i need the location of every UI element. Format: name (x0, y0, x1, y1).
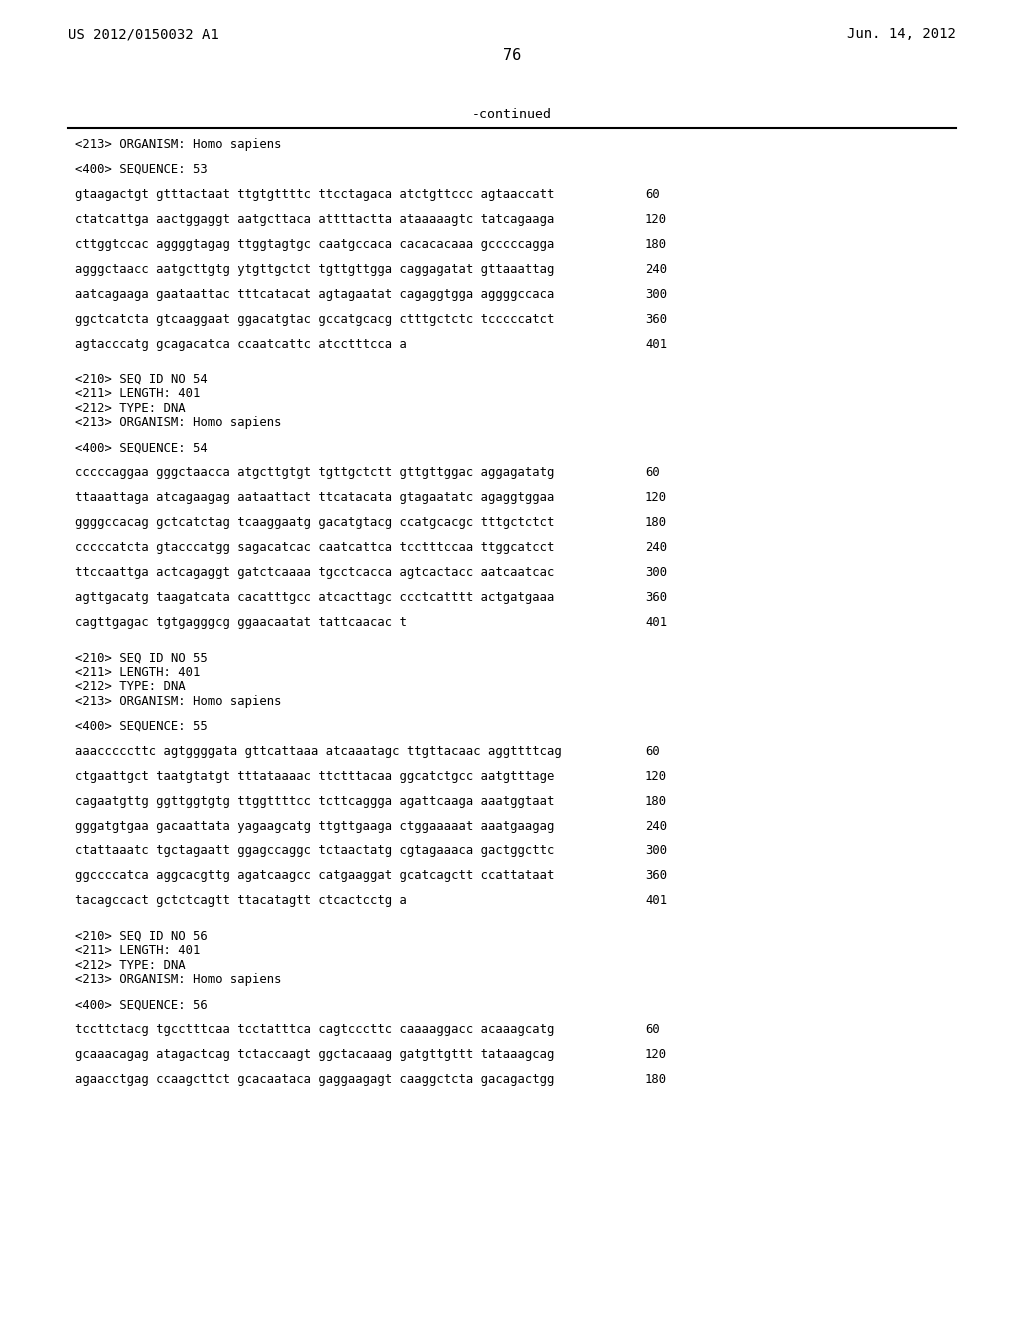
Text: 360: 360 (645, 870, 667, 882)
Text: 180: 180 (645, 1073, 667, 1086)
Text: 120: 120 (645, 491, 667, 504)
Text: 60: 60 (645, 744, 659, 758)
Text: <210> SEQ ID NO 55: <210> SEQ ID NO 55 (75, 651, 208, 664)
Text: 60: 60 (645, 1023, 659, 1036)
Text: gtaagactgt gtttactaat ttgtgttttc ttcctagaca atctgttccc agtaaccatt: gtaagactgt gtttactaat ttgtgttttc ttcctag… (75, 187, 554, 201)
Text: 360: 360 (645, 591, 667, 605)
Text: <212> TYPE: DNA: <212> TYPE: DNA (75, 401, 185, 414)
Text: aaacccccttc agtggggata gttcattaaa atcaaatagc ttgttacaac aggttttcag: aaacccccttc agtggggata gttcattaaa atcaaa… (75, 744, 562, 758)
Text: agttgacatg taagatcata cacatttgcc atcacttagc ccctcatttt actgatgaaa: agttgacatg taagatcata cacatttgcc atcactt… (75, 591, 554, 605)
Text: 180: 180 (645, 795, 667, 808)
Text: 120: 120 (645, 770, 667, 783)
Text: tccttctacg tgcctttcaa tcctatttca cagtcccttc caaaaggacc acaaagcatg: tccttctacg tgcctttcaa tcctatttca cagtccc… (75, 1023, 554, 1036)
Text: <213> ORGANISM: Homo sapiens: <213> ORGANISM: Homo sapiens (75, 416, 282, 429)
Text: 401: 401 (645, 338, 667, 351)
Text: 180: 180 (645, 516, 667, 529)
Text: ggccccatca aggcacgttg agatcaagcc catgaaggat gcatcagctt ccattataat: ggccccatca aggcacgttg agatcaagcc catgaag… (75, 870, 554, 882)
Text: ggggccacag gctcatctag tcaaggaatg gacatgtacg ccatgcacgc tttgctctct: ggggccacag gctcatctag tcaaggaatg gacatgt… (75, 516, 554, 529)
Text: Jun. 14, 2012: Jun. 14, 2012 (847, 26, 956, 41)
Text: 360: 360 (645, 313, 667, 326)
Text: cttggtccac aggggtagag ttggtagtgc caatgccaca cacacacaaa gcccccagga: cttggtccac aggggtagag ttggtagtgc caatgcc… (75, 238, 554, 251)
Text: <212> TYPE: DNA: <212> TYPE: DNA (75, 680, 185, 693)
Text: agggctaacc aatgcttgtg ytgttgctct tgttgttgga caggagatat gttaaattag: agggctaacc aatgcttgtg ytgttgctct tgttgtt… (75, 263, 554, 276)
Text: ggctcatcta gtcaaggaat ggacatgtac gccatgcacg ctttgctctc tcccccatct: ggctcatcta gtcaaggaat ggacatgtac gccatgc… (75, 313, 554, 326)
Text: 120: 120 (645, 1048, 667, 1061)
Text: <213> ORGANISM: Homo sapiens: <213> ORGANISM: Homo sapiens (75, 694, 282, 708)
Text: ttccaattga actcagaggt gatctcaaaa tgcctcacca agtcactacc aatcaatcac: ttccaattga actcagaggt gatctcaaaa tgcctca… (75, 566, 554, 579)
Text: <213> ORGANISM: Homo sapiens: <213> ORGANISM: Homo sapiens (75, 973, 282, 986)
Text: US 2012/0150032 A1: US 2012/0150032 A1 (68, 26, 219, 41)
Text: gcaaacagag atagactcag tctaccaagt ggctacaaag gatgttgttt tataaagcag: gcaaacagag atagactcag tctaccaagt ggctaca… (75, 1048, 554, 1061)
Text: 300: 300 (645, 288, 667, 301)
Text: 60: 60 (645, 187, 659, 201)
Text: ctgaattgct taatgtatgt tttataaaac ttctttacaa ggcatctgcc aatgtttage: ctgaattgct taatgtatgt tttataaaac ttcttta… (75, 770, 554, 783)
Text: ttaaattaga atcagaagag aataattact ttcatacata gtagaatatc agaggtggaa: ttaaattaga atcagaagag aataattact ttcatac… (75, 491, 554, 504)
Text: 76: 76 (503, 48, 521, 63)
Text: 240: 240 (645, 820, 667, 833)
Text: tacagccact gctctcagtt ttacatagtt ctcactcctg a: tacagccact gctctcagtt ttacatagtt ctcactc… (75, 895, 407, 907)
Text: <210> SEQ ID NO 56: <210> SEQ ID NO 56 (75, 929, 208, 942)
Text: cagaatgttg ggttggtgtg ttggttttcc tcttcaggga agattcaaga aaatggtaat: cagaatgttg ggttggtgtg ttggttttcc tcttcag… (75, 795, 554, 808)
Text: <400> SEQUENCE: 54: <400> SEQUENCE: 54 (75, 441, 208, 454)
Text: ctatcattga aactggaggt aatgcttaca attttactta ataaaaagtc tatcagaaga: ctatcattga aactggaggt aatgcttaca attttac… (75, 213, 554, 226)
Text: <400> SEQUENCE: 56: <400> SEQUENCE: 56 (75, 998, 208, 1011)
Text: cccccaggaa gggctaacca atgcttgtgt tgttgctctt gttgttggac aggagatatg: cccccaggaa gggctaacca atgcttgtgt tgttgct… (75, 466, 554, 479)
Text: cccccatcta gtacccatgg sagacatcac caatcattca tcctttccaa ttggcatcct: cccccatcta gtacccatgg sagacatcac caatcat… (75, 541, 554, 554)
Text: agaacctgag ccaagcttct gcacaataca gaggaagagt caaggctcta gacagactgg: agaacctgag ccaagcttct gcacaataca gaggaag… (75, 1073, 554, 1086)
Text: <211> LENGTH: 401: <211> LENGTH: 401 (75, 665, 201, 678)
Text: <213> ORGANISM: Homo sapiens: <213> ORGANISM: Homo sapiens (75, 139, 282, 150)
Text: 240: 240 (645, 263, 667, 276)
Text: -continued: -continued (472, 108, 552, 121)
Text: 300: 300 (645, 845, 667, 858)
Text: <211> LENGTH: 401: <211> LENGTH: 401 (75, 944, 201, 957)
Text: 180: 180 (645, 238, 667, 251)
Text: aatcagaaga gaataattac tttcatacat agtagaatat cagaggtgga aggggccaca: aatcagaaga gaataattac tttcatacat agtagaa… (75, 288, 554, 301)
Text: 300: 300 (645, 566, 667, 579)
Text: <210> SEQ ID NO 54: <210> SEQ ID NO 54 (75, 374, 208, 385)
Text: cagttgagac tgtgagggcg ggaacaatat tattcaacac t: cagttgagac tgtgagggcg ggaacaatat tattcaa… (75, 616, 407, 628)
Text: <211> LENGTH: 401: <211> LENGTH: 401 (75, 387, 201, 400)
Text: ctattaaatc tgctagaatt ggagccaggc tctaactatg cgtagaaaca gactggcttc: ctattaaatc tgctagaatt ggagccaggc tctaact… (75, 845, 554, 858)
Text: <400> SEQUENCE: 53: <400> SEQUENCE: 53 (75, 162, 208, 176)
Text: gggatgtgaa gacaattata yagaagcatg ttgttgaaga ctggaaaaat aaatgaagag: gggatgtgaa gacaattata yagaagcatg ttgttga… (75, 820, 554, 833)
Text: agtacccatg gcagacatca ccaatcattc atcctttcca a: agtacccatg gcagacatca ccaatcattc atccttt… (75, 338, 407, 351)
Text: 240: 240 (645, 541, 667, 554)
Text: <212> TYPE: DNA: <212> TYPE: DNA (75, 958, 185, 972)
Text: 60: 60 (645, 466, 659, 479)
Text: 401: 401 (645, 616, 667, 628)
Text: 401: 401 (645, 895, 667, 907)
Text: 120: 120 (645, 213, 667, 226)
Text: <400> SEQUENCE: 55: <400> SEQUENCE: 55 (75, 719, 208, 733)
